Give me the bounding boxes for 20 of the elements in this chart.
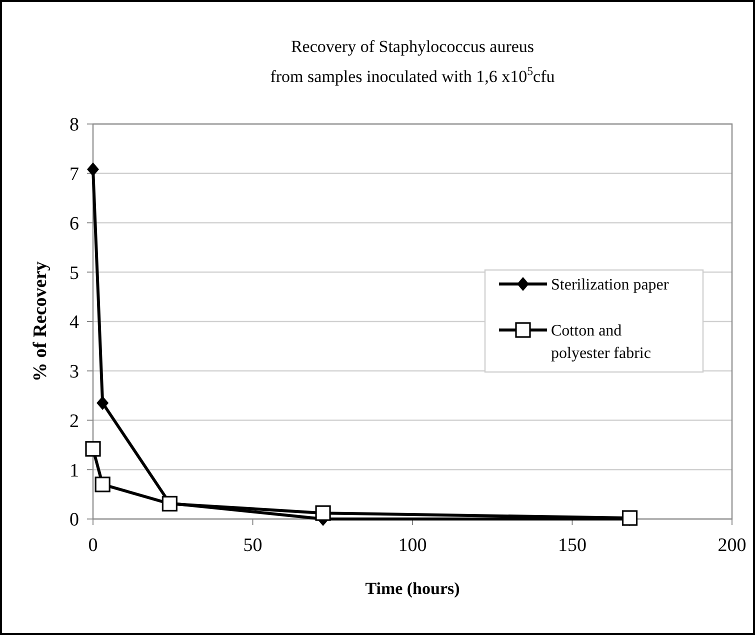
x-axis-title: Time (hours) xyxy=(365,579,460,598)
y-tick-label: 8 xyxy=(70,114,79,136)
legend-label: Cotton and polyester fabric xyxy=(551,322,651,362)
x-tick-label: 0 xyxy=(88,535,98,556)
x-tick-label: 100 xyxy=(398,535,427,556)
y-tick-label: 3 xyxy=(70,362,79,383)
y-tick-label: 4 xyxy=(70,312,80,334)
x-tick-label: 50 xyxy=(243,535,262,556)
x-tick-label: 200 xyxy=(718,535,746,556)
legend-label: Sterilization paper xyxy=(551,276,670,294)
y-tick-label: 5 xyxy=(70,262,79,284)
y-tick-label: 0 xyxy=(70,510,79,531)
y-tick-label: 6 xyxy=(70,213,79,234)
y-tick-label: 7 xyxy=(70,164,79,186)
x-tick-label: 150 xyxy=(558,535,586,556)
y-axis-title: % of Recovery xyxy=(30,260,51,382)
chart-subtitle: from samples inoculated with 1,6 x10$^{5}$cfu xyxy=(270,64,556,86)
chart-title: Recovery of Staphylococcus aureus xyxy=(290,37,534,56)
y-tick-label: 1 xyxy=(70,460,79,482)
y-tick-label: 2 xyxy=(70,410,79,432)
